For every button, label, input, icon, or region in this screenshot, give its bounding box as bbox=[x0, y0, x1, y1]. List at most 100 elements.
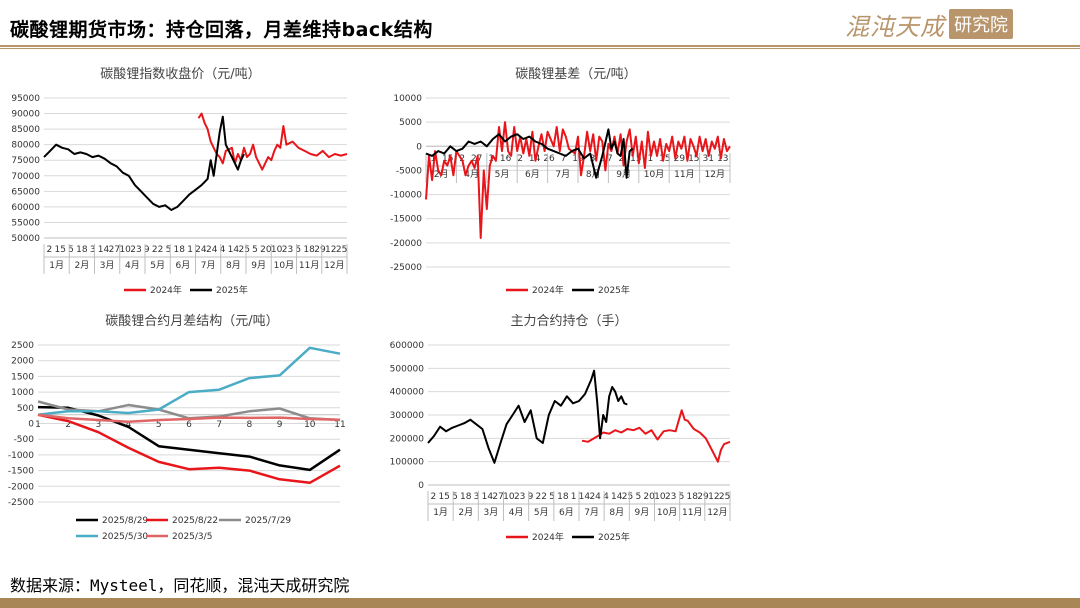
x-tick-label: 5 bbox=[166, 245, 172, 255]
source-note: 数据来源：Mysteel，同花顺，混沌天成研究院 bbox=[10, 576, 350, 595]
month-label: 7月 bbox=[584, 507, 599, 518]
x-tick-label: 8 bbox=[247, 420, 253, 430]
chart-title: 碳酸锂合约月差结构（元/吨） bbox=[105, 314, 278, 329]
month-label: 12月 bbox=[324, 260, 344, 271]
month-label: 6月 bbox=[176, 260, 191, 271]
series-line bbox=[37, 413, 341, 485]
y-tick-label: 100000 bbox=[390, 458, 425, 468]
x-tick-label: 23 bbox=[514, 492, 525, 502]
y-tick-label: 600000 bbox=[390, 341, 425, 351]
x-tick-label: 1 bbox=[648, 154, 654, 164]
legend-label: 2024年 bbox=[532, 531, 564, 543]
x-tick-label: 23 bbox=[130, 245, 141, 255]
x-tick-label: 25 bbox=[719, 492, 730, 502]
x-tick-label: 25 bbox=[336, 245, 347, 255]
month-label: 9月 bbox=[616, 169, 631, 180]
month-label: 8月 bbox=[609, 507, 624, 518]
month-label: 2月 bbox=[458, 507, 473, 518]
month-label: 12月 bbox=[707, 507, 727, 518]
x-tick-label: 24 bbox=[206, 245, 218, 255]
x-tick-label: 3 bbox=[96, 420, 102, 430]
y-tick-label: 60000 bbox=[11, 203, 40, 213]
x-tick-label: 2 bbox=[619, 154, 625, 164]
x-tick-label: 5 bbox=[68, 245, 74, 255]
legend-label: 2025/3/5 bbox=[172, 532, 212, 542]
x-tick-label: 29 bbox=[314, 245, 326, 255]
x-tick-label: 5 bbox=[679, 492, 685, 502]
x-tick-label: 14 bbox=[579, 492, 591, 502]
x-tick-label: 15 bbox=[659, 154, 670, 164]
y-tick-label: 300000 bbox=[390, 411, 425, 421]
x-tick-label: 10 bbox=[503, 492, 515, 502]
x-tick-label: 9 bbox=[144, 245, 150, 255]
series-line bbox=[425, 121, 731, 239]
x-tick-label: 5 bbox=[635, 492, 641, 502]
x-tick-label: 11 bbox=[334, 420, 345, 430]
legend-label: 2025/7/29 bbox=[245, 516, 291, 526]
x-tick-label: 23 bbox=[282, 245, 293, 255]
x-tick-label: 1 bbox=[187, 245, 193, 255]
chart-svg: 碳酸锂指数收盘价（元/吨） 95000 90000 85000 80000 75000 70… bbox=[11, 66, 348, 296]
x-tick-label: 4 bbox=[126, 420, 132, 430]
x-tick-label: 25 bbox=[622, 492, 633, 502]
y-tick-label: -1000 bbox=[8, 451, 34, 461]
x-tick-label: 22 bbox=[536, 492, 547, 502]
x-tick-label: 14 bbox=[482, 492, 494, 502]
x-tick-label: 15 bbox=[442, 154, 453, 164]
series-line bbox=[43, 115, 245, 211]
x-tick-label: 25 bbox=[238, 245, 249, 255]
x-tick-label: 12 bbox=[325, 245, 336, 255]
month-label: 12月 bbox=[705, 169, 725, 180]
y-tick-label: 50000 bbox=[11, 234, 40, 244]
x-tick-label: 10 bbox=[654, 492, 666, 502]
x-tick-label: 14 bbox=[228, 245, 240, 255]
x-tick-label: 24 bbox=[589, 492, 601, 502]
x-tick-label: 14 bbox=[98, 245, 110, 255]
x-tick-label: 20 bbox=[260, 245, 272, 255]
x-tick-label: 27 bbox=[109, 245, 120, 255]
brand-logo: 混沌天成 研究院 bbox=[845, 7, 1013, 41]
legend-label: 2025/8/22 bbox=[172, 516, 218, 526]
month-label: 11月 bbox=[299, 260, 319, 271]
x-tick-label: 7 bbox=[561, 154, 567, 164]
month-label: 6月 bbox=[559, 507, 574, 518]
x-tick-label: 15 bbox=[55, 245, 66, 255]
y-tick-label: 5000 bbox=[399, 118, 422, 128]
month-label: 2月 bbox=[75, 260, 90, 271]
y-tick-label: -10000 bbox=[390, 191, 422, 201]
series-line bbox=[37, 413, 341, 424]
series-line bbox=[37, 346, 341, 417]
x-tick-label: 20 bbox=[643, 492, 655, 502]
header-rule-thin bbox=[0, 48, 1080, 49]
y-tick-label: 0 bbox=[416, 142, 422, 152]
x-tick-label: 26 bbox=[543, 154, 555, 164]
y-tick-label: -2000 bbox=[8, 482, 34, 492]
page-title: 碳酸锂期货市场：持仓回落，月差维持back结构 bbox=[10, 19, 433, 41]
month-label: 8月 bbox=[226, 260, 241, 271]
x-tick-label: 13 bbox=[717, 154, 728, 164]
x-tick-label: 2 bbox=[47, 245, 53, 255]
x-tick-label: 22 bbox=[152, 245, 163, 255]
x-tick-label: 2 bbox=[65, 420, 71, 430]
x-tick-label: 29 bbox=[674, 154, 686, 164]
x-tick-label: 2 bbox=[517, 154, 523, 164]
x-tick-label: 2 bbox=[431, 492, 437, 502]
month-label: 9月 bbox=[635, 507, 650, 518]
x-tick-label: 18 bbox=[460, 492, 472, 502]
series-line bbox=[581, 409, 731, 463]
x-tick-label: 7 bbox=[216, 420, 222, 430]
x-tick-label: 18 bbox=[557, 492, 569, 502]
chart-basis: 碳酸锂基差（元/吨） 10000 5000 0 -5000 -10000 -15000 -20… bbox=[370, 58, 750, 303]
month-label: 11月 bbox=[674, 169, 694, 180]
chart-svg: 碳酸锂基差（元/吨） 10000 5000 0 -5000 -10000 -15000 -20… bbox=[390, 67, 731, 296]
x-tick-label: 10 bbox=[271, 245, 283, 255]
x-tick-label: 10 bbox=[119, 245, 131, 255]
chart-title: 碳酸锂指数收盘价（元/吨） bbox=[100, 66, 260, 82]
y-tick-label: 10000 bbox=[393, 94, 422, 104]
chart-index-price: 碳酸锂指数收盘价（元/吨） 95000 90000 85000 80000 75000 70… bbox=[0, 58, 360, 303]
month-label: 11月 bbox=[682, 507, 702, 518]
month-label: 5月 bbox=[150, 260, 165, 271]
y-tick-label: 70000 bbox=[11, 172, 40, 182]
x-tick-label: 4 bbox=[220, 245, 226, 255]
month-label: 1月 bbox=[49, 260, 64, 271]
